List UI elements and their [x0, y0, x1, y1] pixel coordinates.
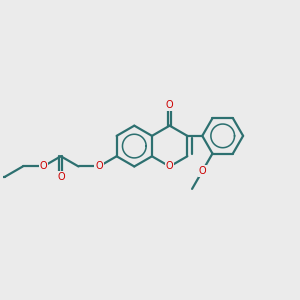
Text: O: O: [199, 166, 206, 176]
Text: O: O: [166, 100, 173, 110]
Text: O: O: [95, 161, 103, 172]
Text: O: O: [39, 161, 47, 172]
Text: O: O: [166, 161, 173, 172]
Text: O: O: [57, 172, 65, 182]
